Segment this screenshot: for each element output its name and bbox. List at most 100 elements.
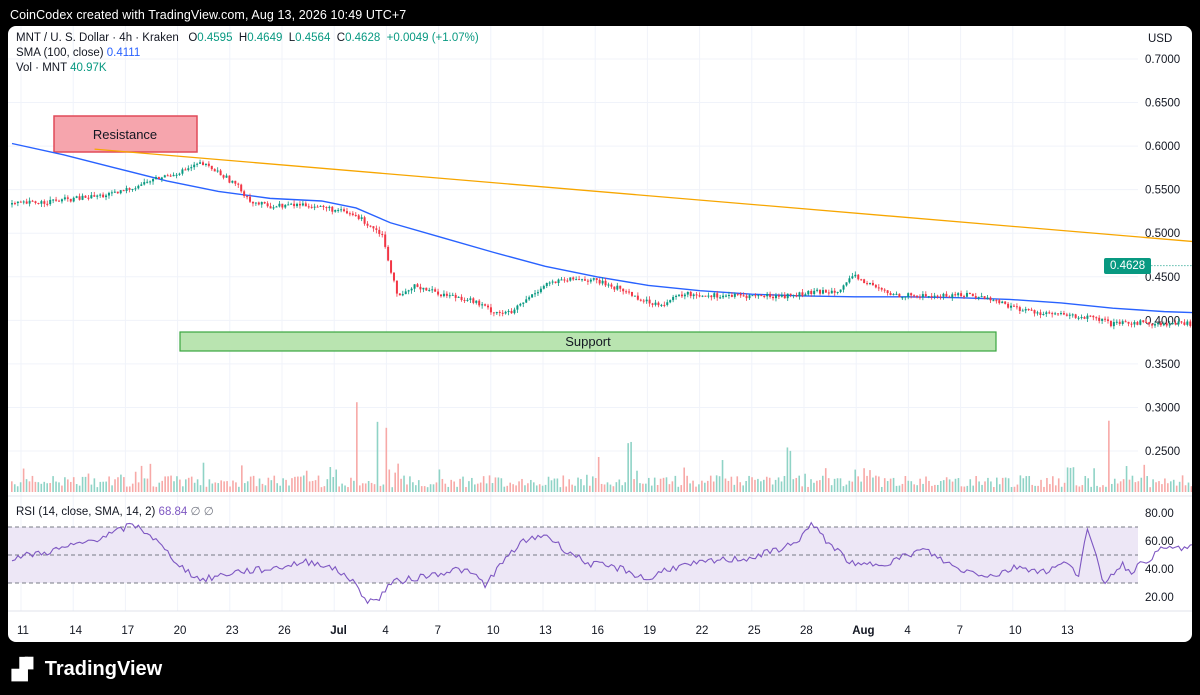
volume-bar [653, 477, 656, 492]
candle-body [1024, 309, 1027, 311]
volume-bar [400, 478, 402, 492]
candle-body [201, 162, 204, 165]
candle-body [63, 197, 66, 200]
candle-body [137, 185, 140, 189]
time-axis-tick: 25 [748, 625, 761, 637]
volume-legend[interactable]: Vol · MNT 40.97K [16, 62, 107, 74]
candle-body [1083, 317, 1086, 319]
volume-bar [739, 482, 742, 492]
volume-bar [698, 484, 700, 492]
candle-body [1042, 314, 1045, 316]
candle-body [316, 206, 319, 208]
volume-bar [1149, 487, 1151, 492]
candle-body [1059, 313, 1062, 315]
volume-bar [692, 480, 694, 492]
candle-body [1121, 321, 1124, 324]
volume-bar [594, 478, 597, 492]
volume-bar [648, 477, 650, 492]
volume-bar [49, 482, 51, 492]
candle-body [1133, 322, 1136, 325]
volume-bar [532, 482, 535, 492]
candle-body [246, 196, 249, 198]
volume-bar [441, 478, 444, 492]
candle-body [816, 289, 819, 291]
volume-bar [40, 483, 43, 492]
candle-body [1151, 324, 1154, 326]
sma-legend[interactable]: SMA (100, close) 0.4111 [16, 47, 140, 59]
candle-body [445, 293, 448, 296]
volume-bar [223, 481, 225, 492]
volume-bar [1155, 482, 1157, 492]
volume-bar [704, 482, 706, 492]
open-value: 0.4595 [197, 32, 233, 44]
price-chart-svg[interactable]: 0.7000 0.6500 0.6000 0.5500 0.5000 0.4500 0.40… [8, 26, 1192, 642]
candle-body [663, 304, 666, 306]
volume-bar [297, 476, 299, 492]
volume-bar [444, 483, 447, 492]
volume-bar [556, 478, 559, 492]
candle-body [774, 295, 777, 299]
candle-body [1045, 312, 1048, 315]
candle-body [181, 169, 184, 174]
volume-bar [512, 484, 514, 492]
candle-body [569, 277, 572, 281]
volume-bar [485, 483, 488, 492]
volume-bar [630, 441, 632, 492]
volume-bar [515, 485, 517, 492]
volume-bar [1063, 482, 1066, 492]
volume-bar [158, 482, 161, 492]
candle-body [954, 294, 957, 296]
volume-bar [28, 481, 31, 492]
volume-bar [217, 483, 220, 492]
candle-body [854, 274, 857, 277]
candle-body [448, 295, 451, 297]
volume-bar [597, 456, 600, 492]
tradingview-logo[interactable]: ▟▘ TradingView [12, 657, 162, 682]
candle-body [857, 274, 860, 280]
candle-body [1154, 324, 1157, 326]
candle-body [1012, 305, 1015, 307]
volume-bar [93, 478, 96, 492]
volume-bar [1010, 487, 1013, 492]
candle-body [592, 278, 595, 280]
symbol-label[interactable]: MNT / U. S. Dollar · 4h · Kraken [16, 32, 179, 44]
candle-body [669, 300, 672, 303]
time-axis-tick: 4 [382, 625, 389, 637]
volume-bar [621, 485, 624, 492]
candle-body [172, 174, 175, 177]
volume-bar [350, 477, 352, 492]
candle-body [557, 279, 560, 284]
candle-body [128, 188, 131, 190]
candle-body [845, 282, 848, 286]
candle-body [539, 288, 542, 293]
candle-body [880, 287, 883, 290]
volume-bar [975, 476, 977, 492]
volume-bar [816, 480, 818, 492]
volume-bar [851, 481, 854, 492]
time-axis-tick: 7 [435, 625, 441, 637]
volume-bar [559, 487, 562, 492]
volume-bar [58, 482, 60, 492]
candle-body [586, 280, 589, 282]
volume-bar [718, 476, 721, 492]
time-axis-tick: 10 [1009, 625, 1022, 637]
candle-body [105, 195, 108, 198]
volume-bar [1057, 478, 1060, 492]
candle-body [451, 294, 454, 296]
candle-body [113, 191, 116, 193]
sma-value: 0.4111 [106, 47, 141, 59]
candle-body [401, 294, 404, 296]
price-axis-tick: 0.2500 [1145, 446, 1180, 458]
candle-body [716, 293, 719, 298]
rsi-legend[interactable]: RSI (14, close, SMA, 14, 2) 68.84 ∅ ∅ [16, 504, 214, 518]
candle-body [269, 206, 272, 209]
volume-bar [990, 481, 992, 492]
volume-bar [987, 477, 989, 492]
candle-body [1007, 303, 1010, 308]
candle-body [866, 283, 869, 285]
chart-panel[interactable]: 0.7000 0.6500 0.6000 0.5500 0.5000 0.4500 0.40… [8, 26, 1192, 642]
volume-bar [155, 486, 158, 492]
volume-bar [128, 486, 131, 492]
currency-label[interactable]: USD [1148, 33, 1173, 45]
volume-bar [1164, 478, 1166, 492]
